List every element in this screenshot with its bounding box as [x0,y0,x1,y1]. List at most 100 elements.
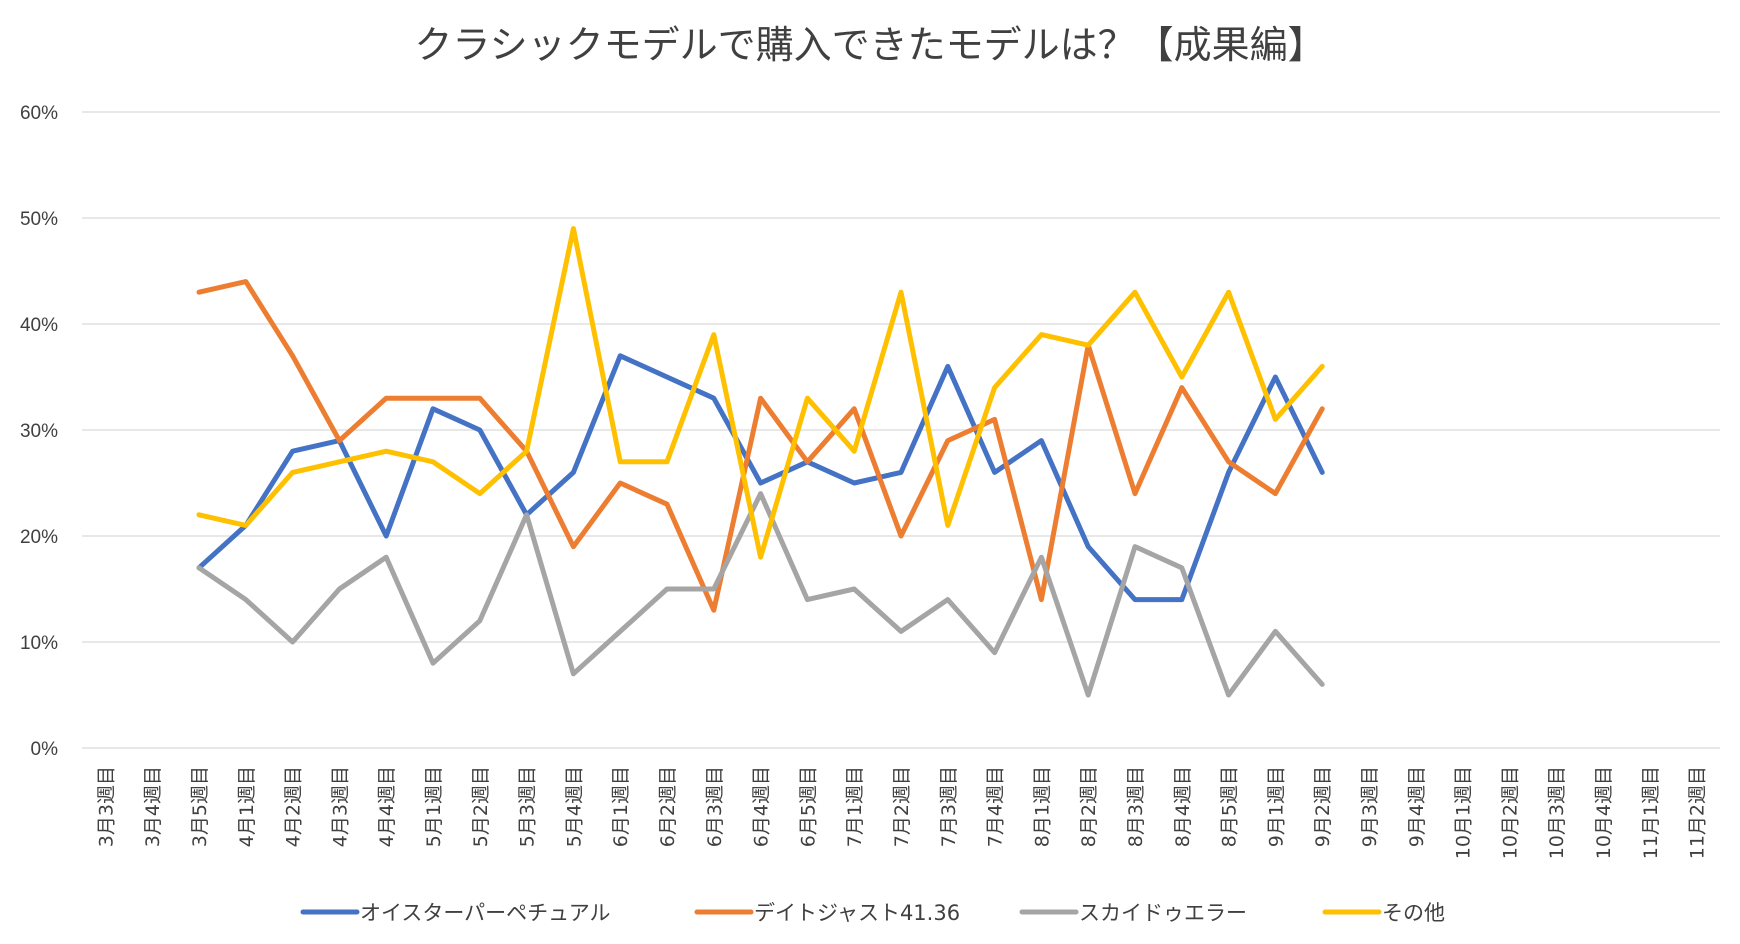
data-point [665,459,670,464]
x-tick-label: 8月1週目 [1031,766,1053,847]
data-point [899,629,904,634]
data-point [290,470,295,475]
x-axis-tick-labels: 3月3週目 3月4週目 3月5週目 4月1週目 4月2週目 4月3週目 4月4週目 5月1週目… [95,766,1708,859]
data-point [1039,555,1044,560]
data-point [805,459,810,464]
data-point [197,565,202,570]
data-point [1320,470,1325,475]
data-point [1179,385,1184,390]
legend-label: オイスターパーペチュアル [360,901,611,925]
data-point [571,671,576,676]
data-point [992,470,997,475]
x-tick-label: 7月1週目 [844,766,866,847]
data-point [899,470,904,475]
data-point [290,640,295,645]
data-point [1039,438,1044,443]
legend-item: その他 [1322,901,1445,925]
series-line [196,279,1325,613]
x-tick-label: 10月4週目 [1593,766,1615,859]
data-point [852,587,857,592]
data-point [197,290,202,295]
legend: オイスターパーペチュアル デイトジャスト41.36 スカイドゥエラー その他 [300,901,1445,925]
data-point [431,396,436,401]
data-point [992,385,997,390]
x-tick-label: 11月2週目 [1687,766,1709,859]
data-point [571,544,576,549]
x-tick-label: 8月3週目 [1125,766,1147,847]
data-point [852,449,857,454]
series-path [196,226,1325,560]
data-point [1320,364,1325,369]
data-point [571,226,576,231]
y-tick-label: 60% [20,103,58,124]
data-point [992,417,997,422]
series-line [196,353,1325,603]
data-point [431,661,436,666]
data-point [1086,544,1091,549]
data-point [852,406,857,411]
data-point [384,449,389,454]
data-point [805,597,810,602]
data-point [1273,491,1278,496]
data-point [197,512,202,517]
data-point [899,290,904,295]
y-axis-tick-labels: 0% 10% 20% 30% 40% 50% 60% [20,103,58,760]
x-tick-label: 5月2週目 [470,766,492,847]
data-point [1179,565,1184,570]
data-point [711,332,716,337]
data-point [1320,406,1325,411]
data-point [1273,417,1278,422]
x-tick-label: 3月5週目 [189,766,211,847]
data-point [758,555,763,560]
x-tick-label: 6月2週目 [657,766,679,847]
data-point [945,523,950,528]
data-point [945,364,950,369]
x-tick-label: 4月3週目 [329,766,351,847]
data-point [1086,693,1091,698]
data-point [337,438,342,443]
data-point [618,353,623,358]
data-point [758,396,763,401]
x-tick-label: 6月4週目 [751,766,773,847]
data-point [1179,597,1184,602]
data-point [290,449,295,454]
chart-title: クラシックモデルで購入できたモデルは？【成果編】 [414,23,1325,67]
data-point [1039,597,1044,602]
x-tick-label: 9月2週目 [1312,766,1334,847]
x-tick-label: 7月3週目 [938,766,960,847]
x-tick-label: 5月1週目 [423,766,445,847]
data-point [571,470,576,475]
data-point [711,608,716,613]
x-tick-label: 4月4週目 [376,766,398,847]
data-point [477,491,482,496]
y-tick-label: 10% [20,633,58,654]
data-point [384,534,389,539]
series-line [196,491,1325,698]
x-tick-label: 9月3週目 [1359,766,1381,847]
data-point [290,353,295,358]
data-point [524,449,529,454]
x-tick-label: 8月5週目 [1219,766,1241,847]
data-point [1320,682,1325,687]
data-point [618,629,623,634]
data-point [758,481,763,486]
data-point [477,396,482,401]
data-point [852,481,857,486]
x-tick-label: 6月1週目 [610,766,632,847]
x-tick-label: 4月1週目 [236,766,258,847]
data-point [384,396,389,401]
data-point [1086,343,1091,348]
data-point [1226,693,1231,698]
data-point [477,618,482,623]
data-point [337,459,342,464]
series-path [196,353,1325,603]
series-path [196,279,1325,613]
x-tick-label: 7月4週目 [985,766,1007,847]
data-point [1179,375,1184,380]
x-tick-label: 3月4週目 [142,766,164,847]
data-point [477,428,482,433]
legend-item: デイトジャスト41.36 [694,901,960,925]
x-tick-label: 8月4週目 [1172,766,1194,847]
data-point [665,502,670,507]
